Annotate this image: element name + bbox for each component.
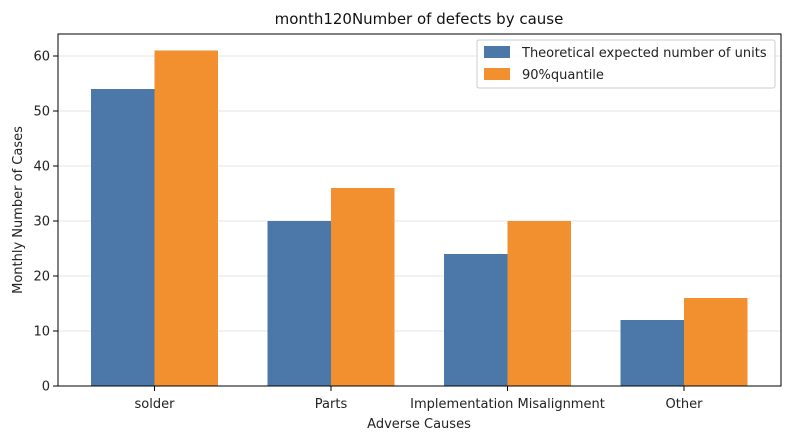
legend-box (476, 39, 776, 89)
bar-2-implementation-misalignment (507, 221, 571, 386)
y-tick-label: 30 (33, 215, 50, 230)
chart-title: month120Number of defects by cause (275, 10, 564, 28)
y-tick-label: 40 (33, 160, 50, 175)
y-tick-label: 0 (42, 380, 50, 395)
legend-label-series-2: 90%quantile (522, 68, 604, 83)
x-tick-label: Other (666, 397, 704, 412)
y-tick-label: 20 (33, 270, 50, 285)
y-axis-label: Monthly Number of Cases (11, 126, 26, 294)
bar-1-parts (267, 221, 331, 386)
x-axis-label: Adverse Causes (367, 417, 471, 432)
x-tick-label: solder (135, 397, 176, 412)
bar-2-other (684, 298, 748, 386)
y-tick-label: 10 (33, 325, 50, 340)
bar-1-solder (91, 89, 155, 386)
x-axis-ticks: solder Parts Implementation Misalignment Ot… (135, 386, 704, 412)
plot-area-frame (57, 33, 782, 387)
bar-2-solder (154, 50, 218, 386)
y-axis-ticks: 0 10 20 30 40 50 60 (33, 50, 58, 395)
y-tick-label: 60 (33, 50, 50, 65)
bar-1-implementation-misalignment (444, 254, 508, 386)
legend-swatch-series-1 (484, 46, 510, 58)
x-tick-label: Parts (315, 397, 348, 412)
y-tick-label: 50 (33, 105, 50, 120)
legend-label-series-1: Theoretical expected number of units (521, 46, 767, 61)
bar-1-other (620, 320, 684, 386)
legend: Theoretical expected number of units 90%… (476, 39, 776, 89)
legend-swatch-series-2 (484, 68, 510, 80)
bars (91, 50, 748, 386)
bar-2-parts (331, 188, 395, 386)
x-tick-label: Implementation Misalignment (410, 397, 605, 412)
